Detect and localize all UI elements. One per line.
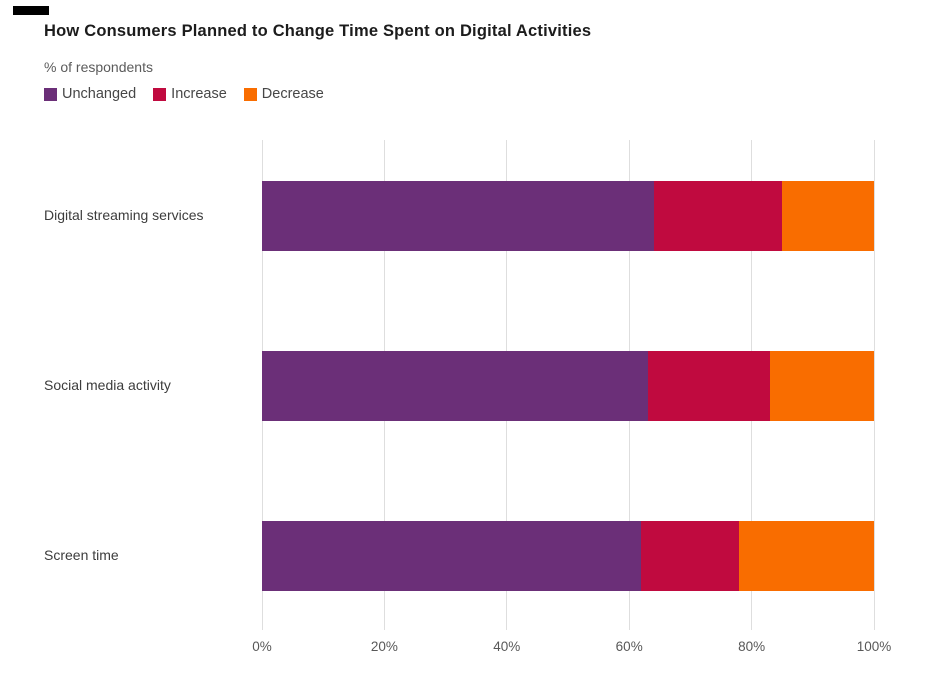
bar-row [262, 351, 874, 421]
bar-segment-unchanged [262, 181, 654, 251]
bar-segment-unchanged [262, 351, 648, 421]
bar-segment-increase [647, 351, 770, 421]
bar-segment-unchanged [262, 521, 642, 591]
legend-item-unchanged: Unchanged [44, 86, 136, 102]
category-label: Social media activity [44, 377, 171, 393]
bar-row [262, 521, 874, 591]
decrease-swatch-icon [243, 87, 257, 101]
bar-row [262, 181, 874, 251]
x-tick-label: 0% [252, 639, 272, 654]
legend-label: Decrease [261, 86, 324, 102]
category-label: Digital streaming services [44, 207, 204, 223]
legend-label: Unchanged [62, 86, 137, 102]
legend: Unchanged Increase Decrease [44, 86, 324, 102]
increase-swatch-icon [153, 87, 167, 101]
gridline-100% [873, 140, 875, 630]
bar-segment-decrease [739, 521, 874, 591]
x-tick-label: 20% [370, 639, 398, 654]
bar-segment-increase [641, 521, 740, 591]
legend-label: Increase [171, 86, 227, 102]
x-tick-label: 100% [856, 639, 892, 654]
legend-item-decrease: Decrease [243, 86, 324, 102]
bar-segment-decrease [769, 351, 874, 421]
legend-item-increase: Increase [153, 86, 227, 102]
chart-title: How Consumers Planned to Change Time Spe… [44, 22, 592, 40]
category-label: Screen time [44, 547, 119, 563]
plot-area [261, 140, 875, 630]
x-tick-label: 60% [615, 639, 643, 654]
chart-subtitle: % of respondents [44, 59, 153, 75]
corner-mark [13, 6, 49, 15]
x-tick-label: 40% [493, 639, 521, 654]
unchanged-swatch-icon [44, 87, 57, 101]
x-tick-label: 80% [738, 639, 766, 654]
bar-segment-increase [653, 181, 783, 251]
bar-segment-decrease [782, 181, 874, 251]
